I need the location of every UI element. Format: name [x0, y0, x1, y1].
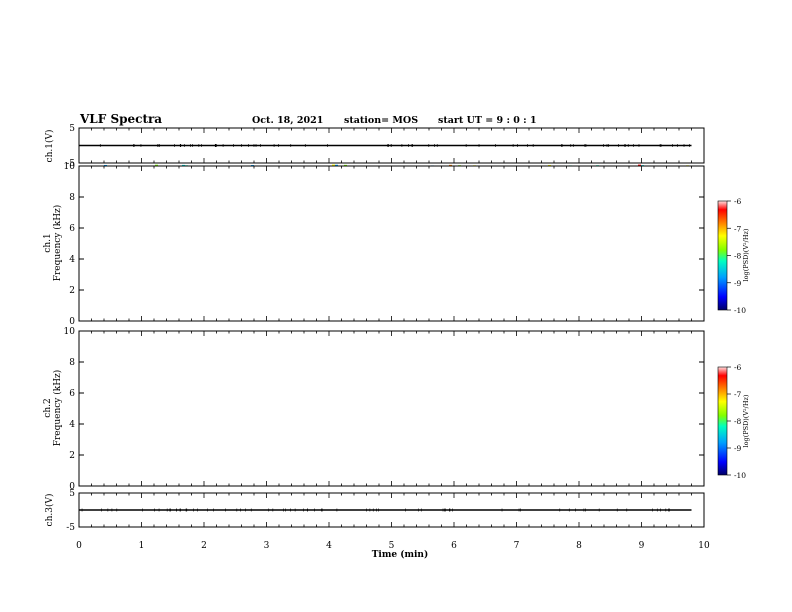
ch1-spectrogram-ylabel-line2: Frequency (kHz): [52, 205, 63, 282]
ch2-spectrogram-ylabel-line1: ch.2: [43, 398, 53, 417]
colorbar-tick-label: -9: [734, 279, 742, 288]
y-tick-label: 4: [69, 420, 75, 430]
ch1-colorbar-label: log(PSD)(V²/Hz): [742, 228, 750, 281]
ch2-colorbar: log(PSD)(V²/Hz): [717, 366, 750, 476]
y-tick-label: 8: [69, 358, 75, 368]
colorbar-tick-label: -8: [734, 417, 742, 426]
ch1-colorbar-gradient: [717, 200, 728, 311]
colorbar-tick-label: -9: [734, 444, 742, 453]
ch2-spectrogram-ylabel-line2: Frequency (kHz): [52, 370, 63, 447]
y-tick-label: 6: [69, 389, 75, 399]
x-tick-label: 5: [389, 541, 395, 551]
colorbar-tick-label: -10: [734, 306, 746, 315]
y-tick-label: -5: [66, 159, 75, 169]
y-tick-label: 6: [69, 224, 75, 234]
ch1-spectrogram-panel: 0 2 4 6 8 10 -6 -7 -8 -9 -10: [64, 162, 747, 327]
figure-title: VLF Spectra: [79, 112, 162, 126]
station-label: station= MOS: [344, 115, 418, 126]
colorbar-tick-label: -10: [734, 471, 746, 480]
date-label: Oct. 18, 2021: [252, 115, 323, 126]
x-axis-label: Time (min): [372, 549, 429, 560]
ch1-waveform-panel: 5 -5: [66, 124, 705, 169]
start-time-label: start UT = 9 : 0 : 1: [438, 115, 537, 126]
ch1-waveform-ylabel: ch.1(V): [44, 130, 55, 163]
x-tick-label: 10: [698, 541, 710, 551]
colorbar-tick-label: -7: [734, 390, 742, 399]
y-tick-label: 5: [69, 489, 75, 499]
ch1-spectrogram-frame: [78, 165, 705, 322]
ch1-colorbar: log(PSD)(V²/Hz): [717, 200, 750, 311]
x-tick-label: 9: [639, 541, 645, 551]
y-tick-label: 4: [69, 255, 75, 265]
colorbar-tick-label: -6: [734, 197, 742, 206]
x-tick-label: 2: [201, 541, 207, 551]
x-tick-label: 0: [76, 541, 82, 551]
x-tick-label: 4: [326, 541, 332, 551]
ch2-colorbar-gradient: [717, 366, 728, 476]
x-tick-label: 7: [514, 541, 520, 551]
y-tick-label: 10: [64, 162, 76, 172]
y-tick-label: 5: [69, 124, 75, 134]
ch1-spectrogram-ylabel-line1: ch.1: [43, 233, 53, 252]
x-tick-label: 8: [576, 541, 582, 551]
ch3-waveform-ylabel: ch.3(V): [44, 494, 55, 527]
y-tick-label: 8: [69, 193, 75, 203]
ch3-waveform-panel: 5 -50 1 2 3 4 5 6 7 8 9 10: [66, 489, 710, 551]
y-tick-label: 2: [69, 451, 75, 461]
colorbar-tick-label: -8: [734, 252, 742, 261]
ch2-spectrogram-panel: 0 2 4 6 8 10 -6 -7 -8 -9 -10: [64, 327, 747, 492]
ch2-spectrogram-frame: [78, 330, 705, 487]
colorbar-tick-label: -7: [734, 224, 742, 233]
ch2-colorbar-label: log(PSD)(V²/Hz): [742, 394, 750, 447]
colorbar-tick-label: -6: [734, 363, 742, 372]
y-tick-label: 2: [69, 286, 75, 296]
x-tick-label: 6: [451, 541, 457, 551]
y-tick-label: 10: [64, 327, 76, 337]
x-tick-label: 1: [139, 541, 145, 551]
x-tick-label: 3: [264, 541, 270, 551]
y-tick-label: -5: [66, 523, 75, 533]
y-tick-label: 0: [69, 317, 75, 327]
y-tick-label: 0: [69, 482, 75, 492]
